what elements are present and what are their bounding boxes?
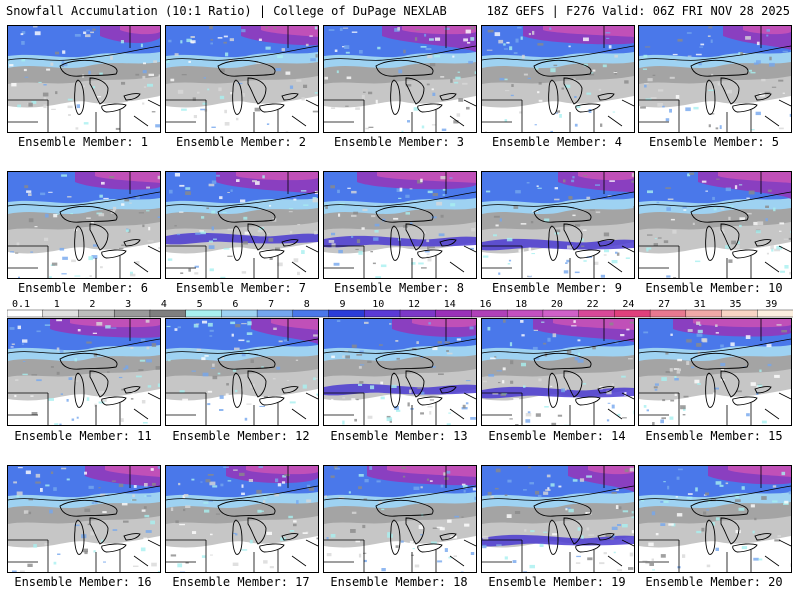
- colorbar-swatch: [149, 309, 187, 318]
- colorbar-swatch: [328, 309, 365, 318]
- map-panel: [7, 171, 161, 279]
- panel-label: Ensemble Member: 11: [14, 429, 152, 443]
- panel-label: Ensemble Member: 13: [330, 429, 468, 443]
- colorbar-tick-label: 1: [54, 299, 60, 310]
- colorbar-tick-label: 3: [125, 299, 131, 310]
- colorbar-tick-label: 0.1: [12, 299, 30, 310]
- panel-label: Ensemble Member: 12: [172, 429, 310, 443]
- colorbar-tick-label: 16: [479, 299, 491, 310]
- colorbar-swatch: [221, 309, 258, 318]
- colorbar-tick-label: 27: [658, 299, 670, 310]
- colorbar-tick-label: 8: [304, 299, 310, 310]
- map-panel: [7, 465, 161, 573]
- map-panel: [165, 318, 319, 426]
- colorbar-tick-label: 9: [340, 299, 346, 310]
- colorbar-swatch: [7, 309, 44, 318]
- map-title: Snowfall Accumulation (10:1 Ratio) | Col…: [6, 4, 447, 18]
- colorbar-tick-label: 14: [444, 299, 456, 310]
- colorbar-tick-label: 5: [197, 299, 203, 310]
- colorbar-tick-label: 22: [587, 299, 599, 310]
- colorbar-tick-label: 2: [89, 299, 95, 310]
- panel-label: Ensemble Member: 14: [488, 429, 626, 443]
- map-panel: [481, 25, 635, 133]
- colorbar-swatch: [685, 309, 723, 318]
- colorbar-tick-label: 35: [730, 299, 742, 310]
- colorbar-swatch: [578, 309, 616, 318]
- colorbar-swatch: [649, 309, 687, 318]
- map-panel: [481, 465, 635, 573]
- run-info: 18Z GEFS | F276 Valid: 06Z FRI NOV 28 20…: [486, 4, 790, 18]
- map-panel: [165, 25, 319, 133]
- snowfall-colorbar: 0.1 1 2 3 4 5 6 7 8 9 10 12 14 16 18 20 22 24 27 31 35 39: [7, 298, 793, 320]
- colorbar-tick-label: 39: [765, 299, 777, 310]
- map-panel: [638, 171, 792, 279]
- colorbar-swatch: [113, 309, 151, 318]
- colorbar-tick-label: 31: [694, 299, 706, 310]
- map-panel: [323, 25, 477, 133]
- panel-label: Ensemble Member: 18: [330, 575, 468, 589]
- panel-label: Ensemble Member: 4: [491, 135, 623, 149]
- map-panel: [481, 318, 635, 426]
- panel-label: Ensemble Member: 17: [172, 575, 310, 589]
- panel-label: Ensemble Member: 19: [488, 575, 626, 589]
- panel-label: Ensemble Member: 3: [333, 135, 465, 149]
- colorbar-swatch: [42, 309, 80, 318]
- colorbar-swatch: [435, 309, 473, 318]
- map-panel: [638, 318, 792, 426]
- map-panel: [481, 171, 635, 279]
- map-panel: [7, 318, 161, 426]
- colorbar-tick-label: 4: [161, 299, 167, 310]
- map-panel: [165, 465, 319, 573]
- panel-label: Ensemble Member: 6: [17, 281, 149, 295]
- colorbar-tick-label: 18: [515, 299, 527, 310]
- map-panel: [638, 465, 792, 573]
- colorbar-tick-label: 24: [622, 299, 634, 310]
- panel-label: Ensemble Member: 9: [491, 281, 623, 295]
- panel-label: Ensemble Member: 2: [175, 135, 307, 149]
- colorbar-swatch: [364, 309, 401, 318]
- map-panel: [323, 318, 477, 426]
- colorbar-swatch: [471, 309, 508, 318]
- colorbar-swatch: [185, 309, 223, 318]
- panel-label: Ensemble Member: 7: [175, 281, 307, 295]
- colorbar-swatch: [614, 309, 651, 318]
- colorbar-swatch: [256, 309, 294, 318]
- colorbar-swatch: [757, 309, 793, 318]
- map-panel: [638, 25, 792, 133]
- panel-label: Ensemble Member: 5: [648, 135, 780, 149]
- panel-label: Ensemble Member: 10: [645, 281, 783, 295]
- panel-label: Ensemble Member: 1: [17, 135, 149, 149]
- colorbar-swatch: [399, 309, 437, 318]
- colorbar-swatch: [78, 309, 115, 318]
- panel-label: Ensemble Member: 15: [645, 429, 783, 443]
- panel-label: Ensemble Member: 20: [645, 575, 783, 589]
- panel-label: Ensemble Member: 8: [333, 281, 465, 295]
- colorbar-swatch: [506, 309, 544, 318]
- colorbar-tick-label: 20: [551, 299, 563, 310]
- colorbar-tick-label: 6: [232, 299, 238, 310]
- colorbar-swatch: [292, 309, 330, 318]
- colorbar-tick-label: 7: [268, 299, 274, 310]
- colorbar-tick-label: 12: [408, 299, 420, 310]
- map-panel: [165, 171, 319, 279]
- colorbar-swatch: [542, 309, 580, 318]
- colorbar-swatch: [721, 309, 758, 318]
- colorbar-tick-label: 10: [372, 299, 384, 310]
- map-panel: [7, 25, 161, 133]
- map-panel: [323, 171, 477, 279]
- panel-label: Ensemble Member: 16: [14, 575, 152, 589]
- map-panel: [323, 465, 477, 573]
